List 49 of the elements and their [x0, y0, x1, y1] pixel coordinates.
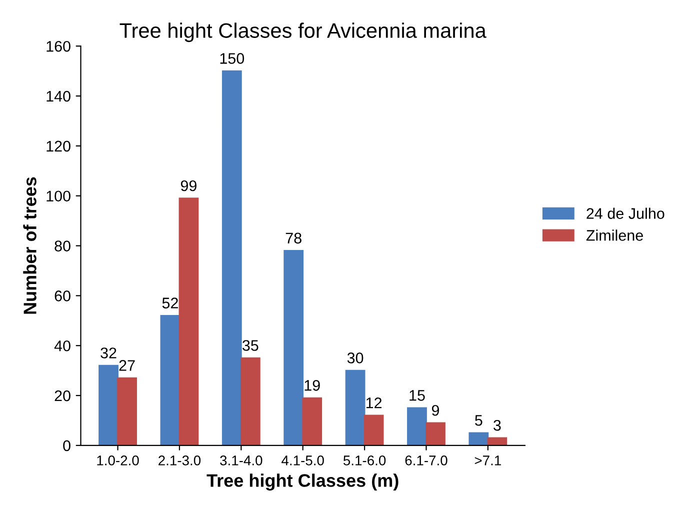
- y-tick-label: 20: [54, 390, 70, 402]
- chart-title: Tree hight Classes for Avicennia marina: [120, 22, 486, 42]
- data-label: 12: [366, 397, 382, 408]
- bar: [117, 377, 137, 446]
- legend-label: 24 de Julho: [586, 208, 664, 219]
- bar: [407, 407, 427, 446]
- y-tick-label: 160: [46, 40, 70, 52]
- data-label: 78: [286, 232, 302, 244]
- x-tick-label: >7.1: [474, 456, 501, 466]
- data-label: 35: [242, 340, 258, 351]
- x-tick-label: 1.0-2.0: [97, 456, 139, 466]
- x-tick-label: 6.1-7.0: [405, 456, 448, 466]
- data-label: 27: [119, 360, 135, 371]
- data-label: 99: [180, 180, 196, 192]
- data-label: 15: [410, 390, 425, 401]
- y-tick-label: 60: [54, 290, 70, 302]
- data-label: 150: [220, 53, 244, 64]
- x-tick-label: 3.1-4.0: [220, 456, 262, 466]
- bar: [302, 397, 322, 446]
- y-tick-label: 120: [46, 140, 70, 152]
- x-tick-label: 5.1-6.0: [343, 456, 386, 466]
- y-tick-label: 100: [46, 190, 70, 202]
- bar: [426, 422, 446, 446]
- bar: [160, 314, 180, 446]
- legend-label: Zimilene: [586, 230, 643, 241]
- x-axis-title: Tree hight Classes (m): [206, 474, 398, 491]
- data-label: 3: [494, 420, 501, 431]
- bar: [284, 250, 304, 446]
- y-tick-label: 0: [63, 440, 70, 452]
- bar: [178, 198, 199, 446]
- bar: [222, 70, 242, 446]
- x-tick-label: 2.1-3.0: [158, 456, 201, 466]
- data-label: 32: [100, 348, 116, 358]
- data-label: 52: [162, 298, 178, 308]
- y-tick-label: 80: [54, 240, 70, 252]
- bar: [345, 370, 366, 446]
- y-axis-title: Number of trees: [23, 177, 36, 314]
- data-label: 19: [304, 380, 320, 391]
- bar: [468, 432, 489, 446]
- bar: [364, 414, 384, 446]
- bar: [240, 357, 260, 446]
- data-label: 5: [475, 415, 482, 426]
- y-tick-label: 40: [54, 340, 70, 352]
- data-label: 9: [432, 404, 440, 416]
- data-label: 30: [347, 352, 364, 364]
- y-tick-label: 140: [46, 90, 70, 102]
- bar: [487, 437, 508, 446]
- x-tick-label: 4.1-5.0: [282, 456, 324, 466]
- bar: [98, 364, 118, 446]
